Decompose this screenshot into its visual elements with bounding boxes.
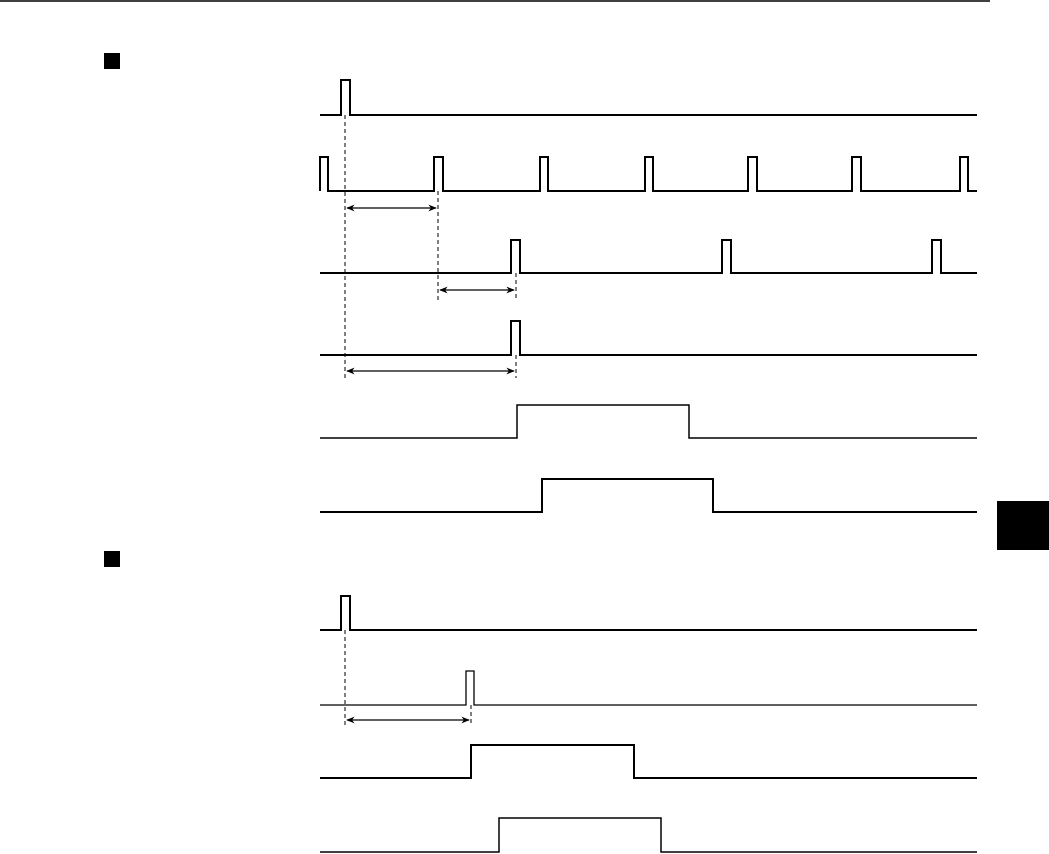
signal-trigger-2 [320, 595, 977, 631]
signal-output-a [320, 404, 977, 439]
section-marker-1 [104, 53, 120, 69]
signal-clock [319, 156, 977, 192]
side-tab [997, 501, 1049, 550]
signal-pulse-train [320, 239, 977, 274]
section-marker-2 [104, 551, 120, 567]
signal-output-c [320, 744, 977, 779]
signal-pulse-single [320, 320, 977, 356]
signal-trigger-1 [320, 79, 977, 116]
signal-delayed-pulse [320, 670, 977, 706]
signal-output-d [320, 817, 977, 853]
signal-output-b [320, 478, 977, 513]
